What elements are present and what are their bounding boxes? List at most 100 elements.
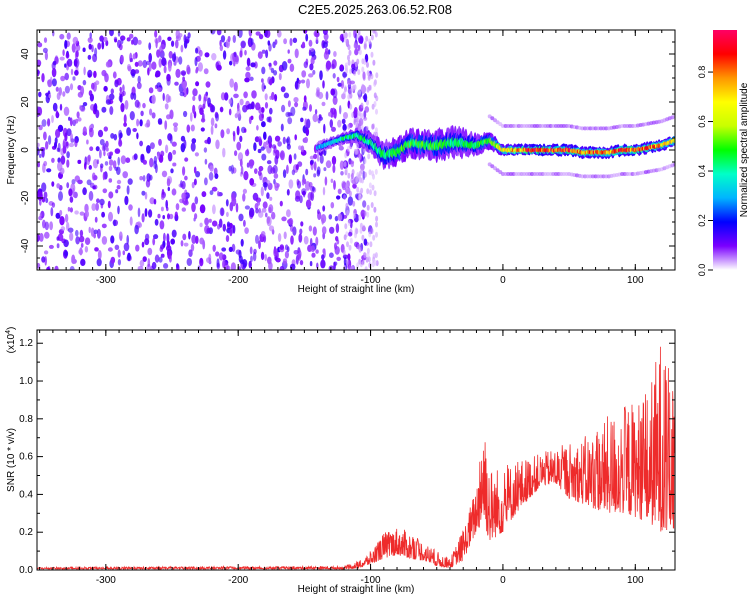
noise-cell xyxy=(219,207,225,217)
noise-cell xyxy=(101,211,105,218)
noise-cell xyxy=(85,210,89,218)
top-y-tick-label: 0 xyxy=(20,147,31,153)
noise-cell xyxy=(288,154,292,165)
noise-cell xyxy=(266,160,272,165)
noise-cell xyxy=(89,32,92,39)
noise-cell xyxy=(273,247,278,257)
noise-cell xyxy=(132,128,137,132)
noise-cell xyxy=(144,208,148,217)
noise-cell xyxy=(204,217,210,226)
noise-cell xyxy=(153,198,157,205)
noise-cell xyxy=(209,190,214,196)
noise-cell xyxy=(331,126,336,132)
noise-cell xyxy=(142,102,146,109)
noise-cell xyxy=(211,53,217,61)
noise-cell xyxy=(186,64,191,75)
noise-cell xyxy=(291,169,296,176)
noise-cell xyxy=(67,227,74,233)
noise-cell xyxy=(298,233,303,243)
noise-cell xyxy=(321,101,326,107)
noise-cell xyxy=(233,51,237,58)
noise-cell xyxy=(52,60,57,66)
noise-cell xyxy=(330,178,334,183)
noise-cell xyxy=(322,186,326,196)
noise-cell xyxy=(74,69,79,76)
top-x-tick-label: 0 xyxy=(500,275,506,286)
noise-cell xyxy=(287,100,291,108)
noise-cell xyxy=(335,223,340,234)
noise-cell xyxy=(117,39,121,49)
noise-cell xyxy=(105,99,112,105)
noise-cell xyxy=(329,252,334,258)
faint-cell xyxy=(350,177,354,184)
noise-cell xyxy=(51,181,55,187)
faint-cell xyxy=(361,83,365,90)
faint-cell xyxy=(363,59,367,65)
noise-cell xyxy=(101,223,107,229)
faint-cell xyxy=(357,110,361,117)
top-x-tick-label: -200 xyxy=(228,275,248,286)
noise-cell xyxy=(165,144,169,154)
noise-cell xyxy=(249,207,255,218)
noise-cell xyxy=(295,190,301,200)
noise-cell xyxy=(315,249,319,254)
faint-cell xyxy=(363,210,367,217)
noise-cell xyxy=(299,260,304,266)
noise-cell xyxy=(45,141,49,150)
faint-cell xyxy=(370,202,374,208)
noise-cell xyxy=(363,110,367,119)
noise-cell xyxy=(82,187,87,196)
noise-cell xyxy=(229,78,234,88)
noise-cell xyxy=(273,173,279,179)
noise-cell xyxy=(158,256,163,263)
noise-cell xyxy=(51,78,57,87)
faint-cell xyxy=(373,80,377,87)
noise-cell xyxy=(179,91,185,97)
noise-cell xyxy=(120,102,125,113)
noise-cell xyxy=(294,48,299,59)
noise-cell xyxy=(232,224,236,234)
noise-cell xyxy=(38,91,42,98)
noise-cell xyxy=(308,39,313,47)
noise-cell xyxy=(79,247,83,256)
faint-cell xyxy=(355,148,359,155)
noise-cell xyxy=(56,243,60,249)
noise-cell xyxy=(55,128,61,138)
faint-cell xyxy=(370,73,374,80)
noise-cell xyxy=(191,202,196,213)
faint-cell xyxy=(352,212,356,219)
noise-cell xyxy=(66,151,70,159)
noise-cell xyxy=(82,102,88,107)
noise-cell xyxy=(75,236,80,245)
noise-cell xyxy=(64,85,70,94)
faint-cell xyxy=(356,143,360,150)
noise-cell xyxy=(316,87,320,95)
noise-cell xyxy=(67,206,71,212)
noise-cell xyxy=(195,171,201,178)
noise-cell xyxy=(294,101,299,108)
noise-cell xyxy=(142,175,146,182)
noise-cell xyxy=(43,250,49,255)
noise-cell xyxy=(183,110,188,118)
noise-cell xyxy=(324,176,328,186)
noise-cell xyxy=(99,139,105,146)
noise-cell xyxy=(325,91,329,101)
noise-cell xyxy=(293,250,299,255)
noise-cell xyxy=(203,147,208,153)
noise-cell xyxy=(87,54,92,60)
noise-cell xyxy=(255,31,261,36)
noise-cell xyxy=(123,242,130,252)
noise-cell xyxy=(151,61,157,70)
noise-cell xyxy=(312,186,315,192)
noise-cell xyxy=(129,111,135,121)
noise-cell xyxy=(126,37,131,42)
noise-cell xyxy=(101,40,105,50)
noise-cell xyxy=(142,159,147,165)
noise-cell xyxy=(69,196,74,203)
noise-cell xyxy=(286,143,291,150)
noise-cell xyxy=(210,125,214,135)
noise-cell xyxy=(160,194,165,200)
noise-cell xyxy=(80,258,86,266)
noise-cell xyxy=(136,82,142,90)
noise-cell xyxy=(42,219,46,229)
